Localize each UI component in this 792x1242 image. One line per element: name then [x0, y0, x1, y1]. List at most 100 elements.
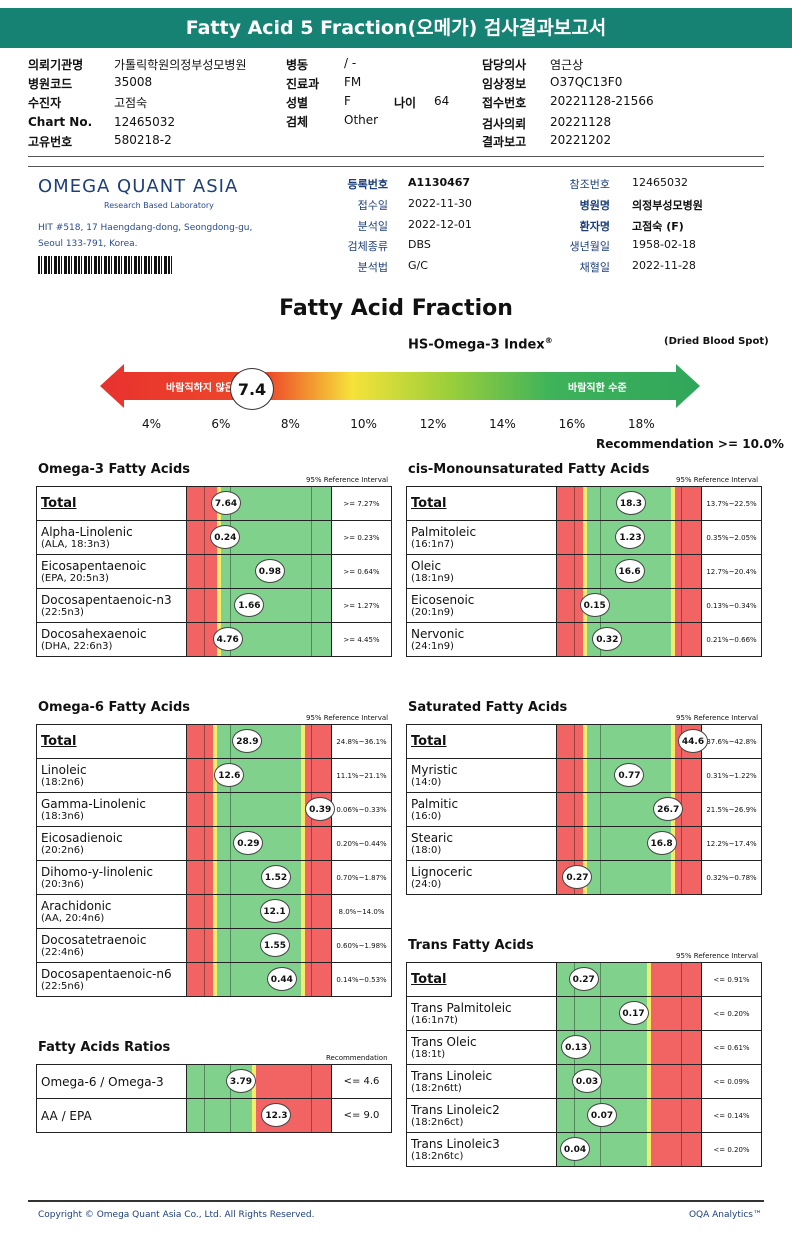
result-bar-cell: 0.27: [556, 962, 702, 997]
table-row: Omega-6 / Omega-3 3.79 <= 4.6: [36, 1064, 392, 1099]
result-value-bubble: 0.15: [579, 593, 610, 617]
result-value-bubble: 12.3: [261, 1103, 292, 1127]
result-bar: 28.9: [187, 725, 331, 758]
result-value-bubble: 1.66: [234, 593, 265, 617]
patient-header: 의뢰기관명 가톨릭학원의정부성모병원 병원코드 35008 수진자 고점숙 Ch…: [28, 56, 768, 156]
bar-segment: [305, 759, 331, 792]
table-row: Eicosenoic (20:1n9) 0.15 0.13%~0.34%: [406, 588, 762, 623]
fatty-acid-code: (18:1t): [411, 1049, 446, 1060]
result-value-bubble: 12.1: [259, 899, 290, 923]
sex-label: 성별: [286, 96, 309, 110]
bar-gridline: [600, 827, 602, 860]
reference-range: 24.8%~36.1%: [331, 724, 392, 759]
bar-segment: [217, 555, 222, 588]
fatty-acid-name-cell: Total: [36, 724, 187, 759]
fatty-acid-code: (20:3n6): [41, 879, 84, 890]
result-bar-cell: 0.32: [556, 622, 702, 657]
chart-value: 12465032: [114, 115, 176, 129]
bar-segment: [675, 623, 701, 656]
bar-gridline: [680, 1133, 682, 1166]
bar-gridline: [230, 827, 232, 860]
result-bar-cell: 0.77: [556, 758, 702, 793]
result-bar-cell: 28.9: [186, 724, 332, 759]
bar-segment: [187, 827, 213, 860]
result-bar-cell: 1.23: [556, 520, 702, 555]
fatty-acid-name: Palmitoleic: [411, 525, 477, 539]
bar-segment: [216, 793, 302, 826]
result-bar: 7.64: [187, 487, 331, 520]
result-bar: 3.79: [187, 1065, 331, 1098]
bar-segment: [187, 725, 213, 758]
table-row: Total 18.3 13.7%~22.5%: [406, 486, 762, 521]
reference-range: <= 0.20%: [701, 996, 762, 1031]
fatty-acid-name-cell: Trans Linoleic2 (18:2n6ct): [406, 1098, 557, 1133]
bar-gridline: [310, 1099, 312, 1132]
result-bar-cell: 0.04: [556, 1132, 702, 1167]
reference-range: >= 0.64%: [331, 554, 392, 589]
result-bar: 12.1: [187, 895, 331, 928]
bar-segment: [675, 759, 701, 792]
sex-value: F: [344, 94, 351, 108]
hospital-label: 의뢰기관명: [28, 58, 84, 72]
index-tick-label: 18%: [628, 417, 655, 431]
saturated-table: Total 44.6 37.6%~42.8% Myristic (14:0) 0.77 0.…: [406, 724, 762, 895]
result-bar: 1.23: [557, 521, 701, 554]
pt-value: 고점숙 (F): [632, 220, 684, 233]
fatty-acid-code: (DHA, 22:6n3): [41, 641, 113, 652]
bar-gridline: [680, 623, 682, 656]
result-bar-cell: 12.1: [186, 894, 332, 929]
clinical-label: 임상정보: [482, 77, 527, 91]
total-label: Total: [41, 734, 77, 749]
bar-gridline: [680, 759, 682, 792]
index-tick-label: 16%: [558, 417, 586, 431]
bar-gridline: [680, 1031, 682, 1064]
result-bar-cell: 18.3: [556, 486, 702, 521]
bar-segment: [671, 589, 676, 622]
bar-segment: [651, 997, 701, 1030]
bar-segment: [301, 963, 306, 996]
bar-gridline: [600, 487, 602, 520]
result-value-bubble: 0.27: [568, 967, 599, 991]
bar-gridline: [680, 827, 682, 860]
bar-gridline: [310, 929, 312, 962]
result-value-bubble: 0.24: [210, 525, 241, 549]
fatty-acid-code: (24:1n9): [411, 641, 454, 652]
recommendation-header: Recommendation: [326, 1054, 388, 1062]
reference-interval-header: 95% Reference Interval: [676, 952, 759, 960]
fatty-acid-name-cell: Trans Oleic (18:1t): [406, 1030, 557, 1065]
bar-gridline: [574, 487, 576, 520]
result-bar: 0.39: [187, 793, 336, 826]
result-bar-cell: 3.79: [186, 1064, 332, 1099]
reference-interval-header: 95% Reference Interval: [306, 714, 389, 722]
bar-segment: [651, 1065, 701, 1098]
bar-gridline: [574, 589, 576, 622]
fatty-acid-name-cell: Omega-6 / Omega-3: [36, 1064, 187, 1099]
anal-label: 분석일: [357, 220, 388, 233]
reference-interval-header: 95% Reference Interval: [306, 476, 389, 484]
fatty-acid-name-cell: Docosapentaenoic-n3 (22:5n3): [36, 588, 187, 623]
table-row: Trans Palmitoleic (16:1n7t) 0.17 <= 0.20%: [406, 996, 762, 1031]
fatty-acid-name-cell: AA / EPA: [36, 1098, 187, 1133]
age-value: 64: [434, 94, 450, 108]
type-label: 검체종류: [347, 240, 388, 253]
result-value-bubble: 3.79: [225, 1069, 256, 1093]
index-tick-label: 14%: [489, 417, 516, 431]
omega3-index-value: 7.4: [230, 368, 275, 410]
request-label: 검사의뢰: [482, 117, 527, 131]
reference-range: 11.1%~21.1%: [331, 758, 392, 793]
fatty-acid-code: (16:1n7): [411, 539, 454, 550]
bar-gridline: [574, 623, 576, 656]
result-bar-cell: 16.6: [556, 554, 702, 589]
table-row: Docosahexaenoic (DHA, 22:6n3) 4.76 >= 4.45%: [36, 622, 392, 657]
result-value-bubble: 0.27: [562, 865, 593, 889]
bar-gridline: [204, 521, 206, 554]
bar-gridline: [574, 555, 576, 588]
reference-range: <= 4.6: [331, 1064, 392, 1099]
bar-segment: [557, 487, 583, 520]
bar-gridline: [310, 759, 312, 792]
result-value-bubble: 1.23: [615, 525, 646, 549]
result-bar-cell: 0.44: [186, 962, 332, 997]
bar-gridline: [600, 963, 602, 996]
result-bar: 0.44: [187, 963, 331, 996]
index-tick-label: 8%: [280, 417, 300, 431]
